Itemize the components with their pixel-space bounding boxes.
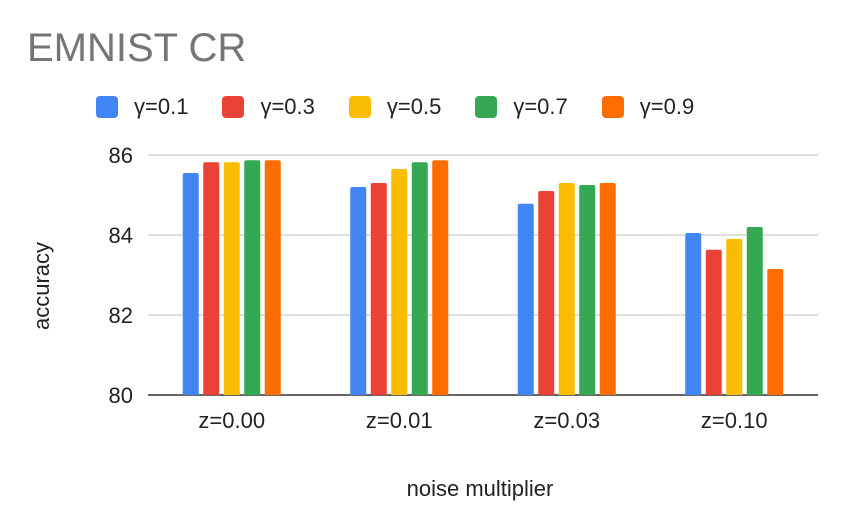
legend-label-series-3: γ=0.5 — [386, 94, 442, 119]
bar — [538, 191, 555, 395]
legend-label-series-4: γ=0.7 — [513, 94, 568, 119]
y-tick-label: 82 — [109, 303, 133, 328]
chart-title: EMNIST CR — [27, 26, 247, 70]
bar — [391, 169, 408, 395]
y-tick-label: 80 — [109, 383, 133, 408]
bar — [244, 160, 261, 395]
legend-label-series-5: γ=0.9 — [639, 94, 695, 119]
y-axis-title: accuracy — [29, 241, 54, 331]
legend-item-series-2: γ=0.3 — [222, 94, 315, 120]
bar — [746, 227, 763, 395]
bar — [685, 233, 702, 395]
bar — [599, 183, 616, 395]
legend-swatch-series-1 — [96, 96, 118, 118]
x-axis-title: noise multiplier — [406, 476, 554, 501]
bar — [370, 183, 387, 395]
bar — [579, 185, 596, 395]
bar — [767, 269, 784, 395]
legend-swatch-series-4 — [475, 96, 498, 118]
bar — [350, 187, 367, 395]
legend-label-series-1: γ=0.1 — [134, 94, 189, 119]
legend-item-series-1: γ=0.1 — [96, 94, 188, 120]
bar — [223, 162, 240, 395]
bar — [203, 162, 220, 395]
bar — [264, 160, 281, 395]
x-tick-label: z=0.10 — [701, 408, 768, 433]
bar — [411, 162, 428, 395]
y-tick-label: 84 — [109, 223, 133, 248]
legend-swatch-series-5 — [601, 96, 624, 118]
bar — [558, 183, 575, 395]
legend-swatch-series-2 — [222, 96, 245, 118]
legend-label-series-2: γ=0.3 — [260, 94, 315, 119]
legend-swatch-series-3 — [348, 96, 371, 118]
x-tick-label: z=0.00 — [198, 408, 265, 433]
legend-item-series-4: γ=0.7 — [475, 94, 568, 120]
x-tick-label: z=0.03 — [533, 408, 600, 433]
bar — [517, 203, 534, 395]
bar — [182, 173, 199, 395]
y-tick-label: 86 — [109, 143, 133, 168]
bar — [705, 249, 722, 395]
chart-legend: γ=0.1 γ=0.3 γ=0.5 γ=0.7 γ=0.9 — [96, 92, 728, 122]
legend-item-series-5: γ=0.9 — [601, 94, 695, 120]
legend-item-series-3: γ=0.5 — [348, 94, 442, 120]
bar — [432, 160, 449, 395]
x-tick-label: z=0.01 — [366, 408, 433, 433]
bar — [726, 239, 743, 395]
